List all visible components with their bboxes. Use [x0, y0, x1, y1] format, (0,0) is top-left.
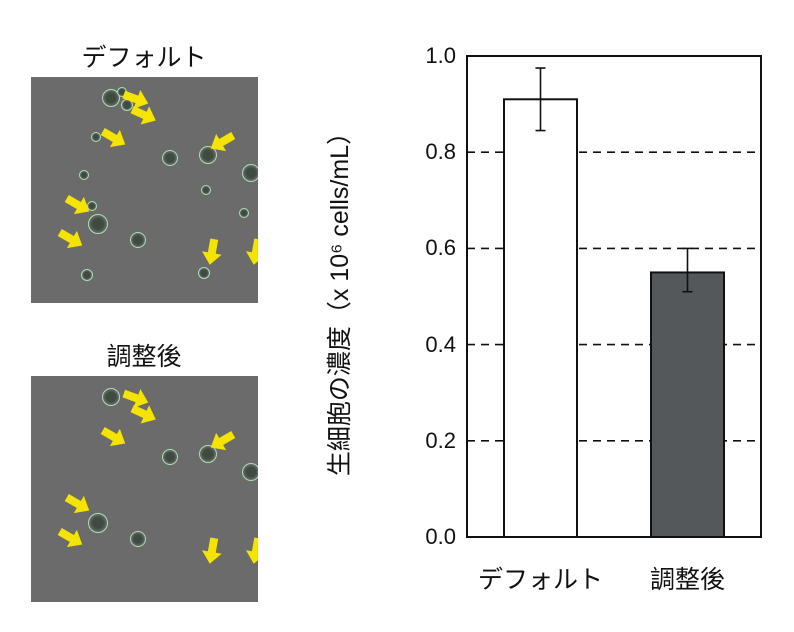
y-tick-label: 0.6: [425, 235, 456, 261]
y-tick-label: 1.0: [425, 43, 456, 68]
cell-marker: [102, 89, 120, 107]
arrow-icon: [130, 404, 156, 424]
micrograph-adjusted: [31, 376, 258, 602]
arrow-icon: [245, 537, 258, 564]
cell-marker: [199, 445, 217, 463]
cell-marker: [239, 208, 249, 218]
micrograph-default: [31, 77, 258, 303]
cell-marker: [199, 146, 217, 164]
arrow-icon: [130, 105, 156, 125]
arrow-icon: [100, 128, 126, 148]
x-tick-label: 調整後: [649, 566, 726, 594]
cell-marker: [162, 150, 178, 166]
arrow-icon: [210, 431, 236, 451]
y-tick-label: 0.2: [425, 427, 456, 453]
y-tick-label: 0.0: [425, 524, 456, 549]
arrow-icon: [201, 537, 222, 564]
cell-marker: [130, 232, 146, 248]
cell-marker: [87, 201, 97, 211]
cell-marker: [88, 513, 108, 533]
y-tick-label: 0.8: [425, 139, 456, 165]
bar: [650, 271, 725, 538]
cell-marker: [130, 531, 146, 547]
cell-marker: [242, 164, 258, 182]
arrow-icon: [64, 195, 90, 215]
panel-title-adjusted: 調整後: [106, 343, 182, 371]
cell-marker: [242, 463, 258, 481]
cell-marker: [81, 269, 93, 281]
cell-marker: [162, 449, 178, 465]
arrow-icon: [201, 238, 222, 265]
bar: [503, 98, 578, 538]
cell-marker: [198, 267, 210, 279]
arrow-icon: [57, 528, 83, 548]
x-tick-label: デフォルト: [477, 566, 604, 594]
cell-marker: [91, 132, 101, 142]
arrow-icon: [122, 388, 149, 408]
cell-marker: [79, 170, 89, 180]
plot-frame: [466, 55, 762, 538]
cell-marker: [102, 388, 120, 406]
arrow-icon: [122, 89, 149, 109]
y-tick-label: 0.4: [425, 331, 456, 357]
arrow-icon: [100, 427, 126, 447]
arrow-icon: [245, 238, 258, 265]
arrow-icon: [57, 229, 83, 249]
cell-marker: [201, 185, 211, 195]
panel-title-default: デフォルト: [81, 44, 207, 72]
cell-marker: [88, 214, 108, 234]
arrow-icon: [210, 132, 236, 152]
arrow-icon: [64, 494, 90, 514]
